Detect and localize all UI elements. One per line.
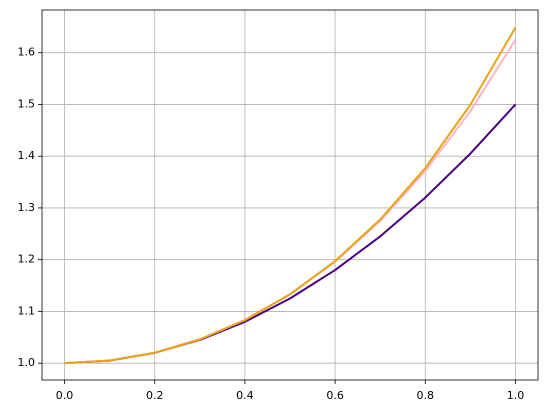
y-tick-label: 1.6 <box>18 46 36 59</box>
x-tick-label: 0.6 <box>326 389 344 402</box>
x-tick-label: 0.4 <box>236 389 254 402</box>
plot-frame <box>41 9 539 381</box>
y-tick-label: 1.4 <box>18 149 36 162</box>
x-tick-label: 0.8 <box>417 389 435 402</box>
y-tick-label: 1.5 <box>18 97 36 110</box>
x-tick-label: 0.2 <box>146 389 164 402</box>
line-series <box>64 26 517 365</box>
x-tick-label: 0.0 <box>56 389 74 402</box>
y-tick-label: 1.1 <box>18 304 36 317</box>
x-tick-label: 1.0 <box>507 389 525 402</box>
y-tick-label: 1.3 <box>18 201 36 214</box>
y-tick-label: 1.0 <box>18 356 36 369</box>
y-tick-label: 1.2 <box>18 253 36 266</box>
